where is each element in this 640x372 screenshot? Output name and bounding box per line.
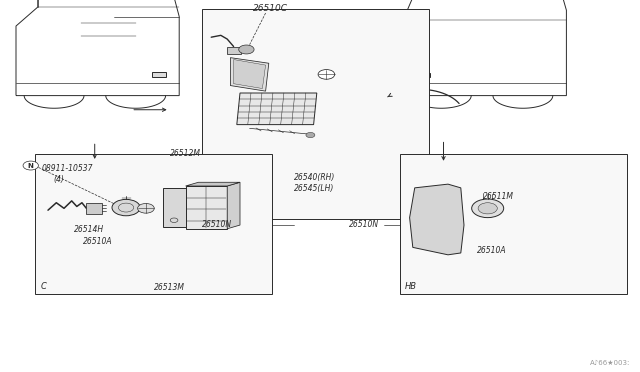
Circle shape [138,203,154,213]
Ellipse shape [422,204,449,239]
Polygon shape [186,182,240,186]
Text: 26511M: 26511M [483,192,514,201]
Polygon shape [234,60,266,89]
Ellipse shape [412,190,460,253]
Bar [202,9,429,219]
Polygon shape [410,184,464,255]
Circle shape [23,161,38,170]
Text: C: C [40,282,46,291]
Polygon shape [237,93,317,125]
Text: 26510N: 26510N [349,220,379,229]
Text: 26514H: 26514H [74,225,104,234]
Circle shape [239,45,254,54]
Text: 26510A: 26510A [477,246,506,255]
Text: 26510A: 26510A [83,237,113,246]
Text: 26510N: 26510N [202,220,232,229]
Text: HB: HB [405,282,417,291]
Circle shape [472,199,504,218]
Text: 26545(LH): 26545(LH) [294,185,335,193]
Text: 26510C: 26510C [253,4,288,13]
Bar [227,47,241,54]
Text: 26512M: 26512M [170,149,200,158]
Bar [35,154,272,294]
Circle shape [478,203,497,214]
Polygon shape [227,182,240,229]
Polygon shape [163,188,186,227]
Text: 08911-10537: 08911-10537 [42,164,93,173]
Bar [417,73,430,77]
Text: A♪66★003:: A♪66★003: [590,360,630,366]
Bar [152,72,166,77]
Polygon shape [186,186,227,229]
Polygon shape [86,203,102,214]
Polygon shape [230,58,269,91]
Circle shape [306,132,315,138]
Text: N: N [28,163,34,169]
Text: 26513M: 26513M [154,283,184,292]
Circle shape [112,199,140,216]
Text: (4): (4) [53,175,64,184]
Bar [400,154,627,294]
Circle shape [318,70,335,79]
Text: 26540(RH): 26540(RH) [294,173,336,182]
